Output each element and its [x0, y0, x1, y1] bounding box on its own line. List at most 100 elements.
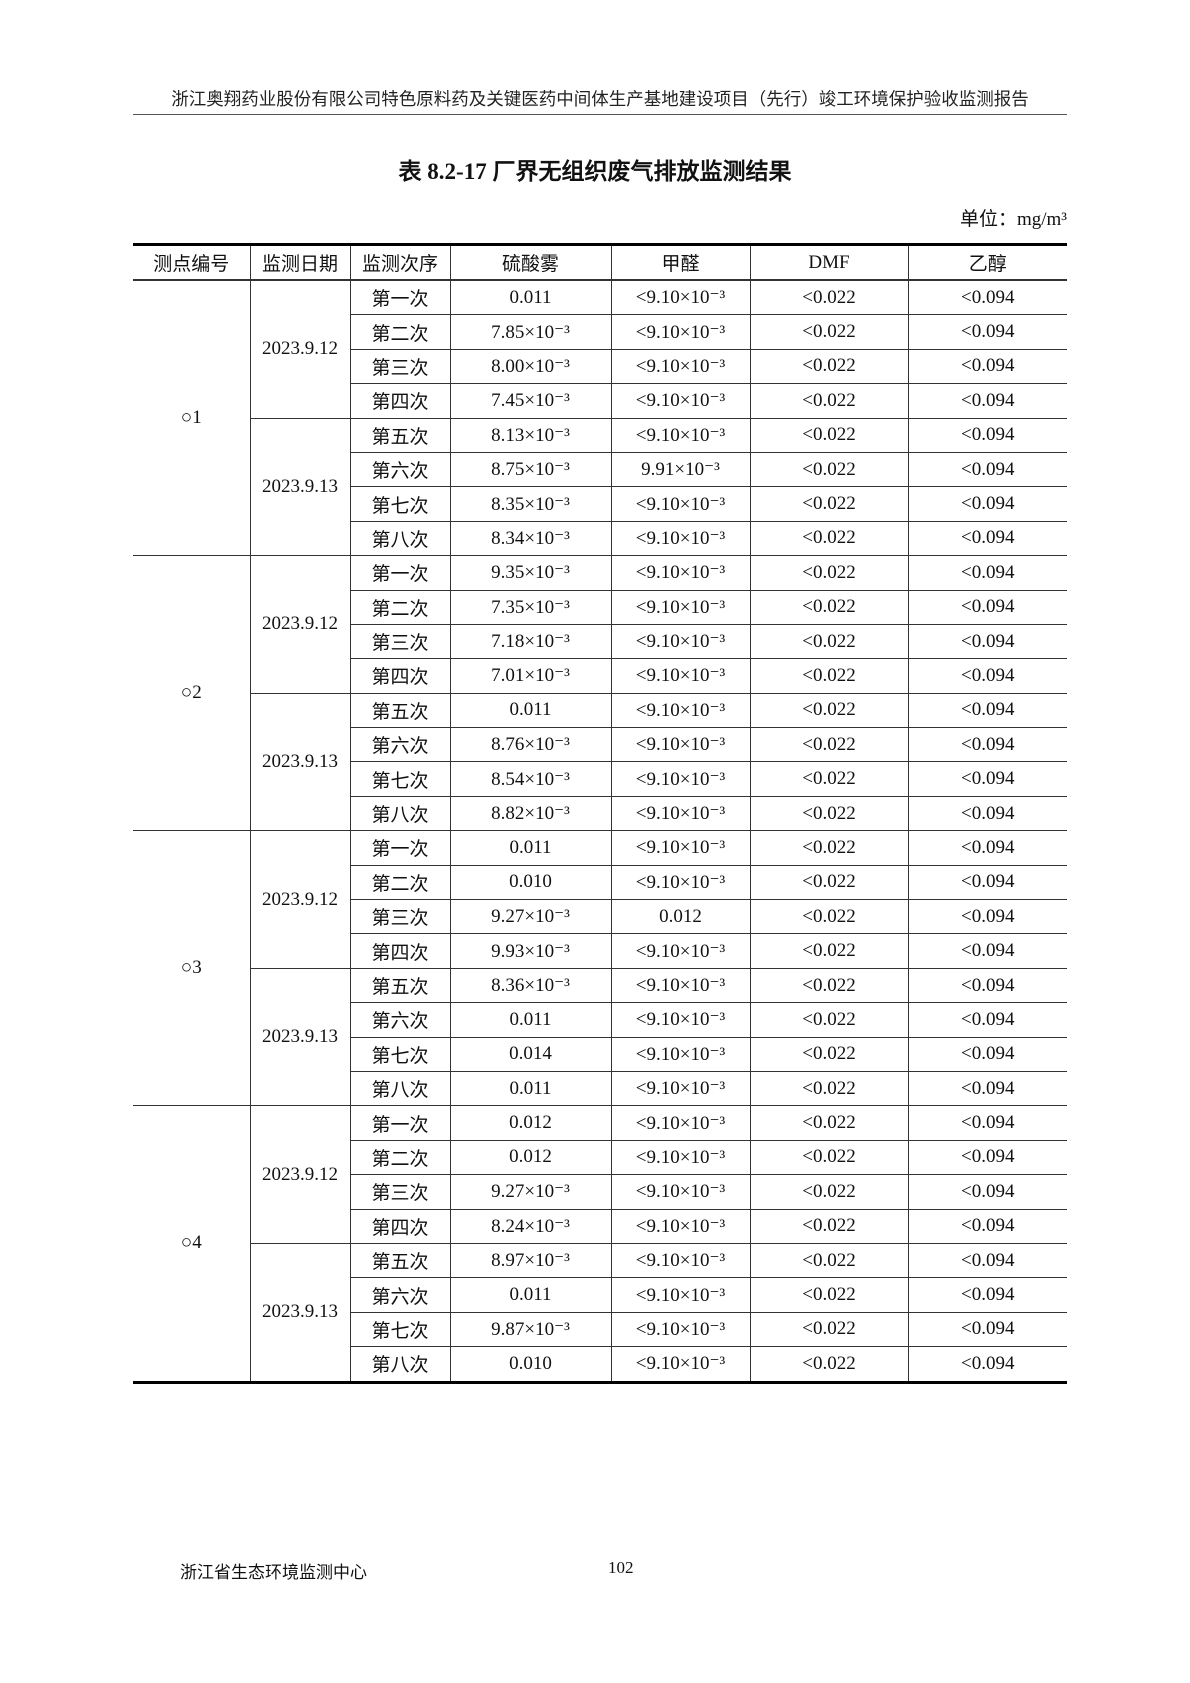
- sequence-cell: 第五次: [349, 417, 451, 453]
- sulfuric-acid-mist-cell: 0.010: [449, 864, 612, 901]
- formaldehyde-cell: <9.10×10⁻³: [610, 864, 751, 901]
- ethanol-cell: <0.094: [907, 967, 1067, 1004]
- ethanol-cell: <0.094: [907, 761, 1067, 797]
- sulfuric-acid-mist-cell: 0.010: [449, 1346, 612, 1383]
- date-cell: 2023.9.13: [250, 1242, 351, 1383]
- table-row: 第二次 0.012 <9.10×10⁻³ <0.022 <0.094: [133, 1139, 1067, 1176]
- table-row: ○4 2023.9.12 第一次 0.012 <9.10×10⁻³ <0.022 <0.09…: [133, 1105, 1067, 1383]
- unit-label: 单位：mg/m³: [959, 209, 1067, 230]
- table-row: 第三次 9.27×10⁻³ 0.012 <0.022 <0.094: [133, 899, 1067, 935]
- sequence-cell: 第七次: [350, 1036, 451, 1072]
- ethanol-cell: <0.094: [907, 1277, 1067, 1313]
- sequence-cell: 第三次: [350, 623, 451, 660]
- column-header: 监测次序: [349, 244, 451, 281]
- sequence-cell: 第五次: [349, 967, 451, 1004]
- sequence-cell: 第六次: [350, 727, 451, 763]
- sulfuric-acid-mist-cell: 8.82×10⁻³: [449, 795, 612, 832]
- ethanol-cell: <0.094: [907, 623, 1067, 660]
- formaldehyde-cell: <9.10×10⁻³: [610, 417, 751, 453]
- sulfuric-acid-mist-cell: 0.011: [449, 279, 612, 316]
- site-id-cell: ○4: [133, 1105, 251, 1383]
- running-header: 浙江奥翔药业股份有限公司特色原料药及关键医药中间体生产基地建设项目（先行）竣工环…: [171, 89, 1029, 109]
- sulfuric-acid-mist-cell: 0.011: [449, 1070, 612, 1107]
- column-header: 监测日期: [249, 244, 351, 281]
- sulfuric-acid-mist-cell: 7.01×10⁻³: [449, 658, 612, 694]
- formaldehyde-cell: <9.10×10⁻³: [610, 761, 751, 797]
- ethanol-cell: <0.094: [907, 1036, 1067, 1072]
- formaldehyde-cell: <9.10×10⁻³: [610, 1105, 751, 1141]
- sulfuric-acid-mist-cell: 0.012: [449, 1139, 612, 1176]
- site-id-cell: ○3: [133, 830, 251, 1107]
- dmf-cell: <0.022: [749, 692, 909, 729]
- formaldehyde-cell: <9.10×10⁻³: [610, 279, 751, 316]
- dmf-cell: <0.022: [749, 1105, 909, 1141]
- sequence-cell: 第二次: [350, 589, 451, 625]
- sequence-cell: 第三次: [350, 348, 451, 385]
- sulfuric-acid-mist-cell: 0.011: [449, 1002, 612, 1038]
- table-row: 第八次 8.82×10⁻³ <9.10×10⁻³ <0.022 <0.094: [133, 795, 1067, 832]
- formaldehyde-cell: 9.91×10⁻³: [610, 451, 751, 488]
- dmf-cell: <0.022: [749, 589, 909, 625]
- ethanol-cell: <0.094: [907, 727, 1067, 763]
- dmf-cell: <0.022: [749, 1242, 909, 1279]
- formaldehyde-cell: <9.10×10⁻³: [610, 1002, 751, 1038]
- dmf-cell: <0.022: [749, 761, 909, 797]
- ethanol-cell: <0.094: [907, 1242, 1067, 1279]
- ethanol-cell: <0.094: [907, 417, 1067, 453]
- ethanol-cell: <0.094: [907, 314, 1067, 350]
- formaldehyde-cell: <9.10×10⁻³: [610, 933, 751, 969]
- dmf-cell: <0.022: [749, 1174, 909, 1210]
- dmf-cell: <0.022: [749, 727, 909, 763]
- sequence-cell: 第六次: [350, 1002, 451, 1038]
- sulfuric-acid-mist-cell: 0.012: [449, 1105, 612, 1141]
- sequence-cell: 第六次: [350, 1277, 451, 1313]
- sulfuric-acid-mist-cell: 9.87×10⁻³: [449, 1311, 612, 1348]
- dmf-cell: <0.022: [749, 348, 909, 385]
- table-title: 表 8.2-17 厂界无组织废气排放监测结果: [398, 159, 792, 184]
- formaldehyde-cell: <9.10×10⁻³: [610, 1208, 751, 1244]
- sequence-cell: 第七次: [350, 1311, 451, 1348]
- date-cell: 2023.9.13: [250, 692, 351, 832]
- dmf-cell: <0.022: [749, 830, 909, 866]
- ethanol-cell: <0.094: [907, 1105, 1067, 1141]
- dmf-cell: <0.022: [749, 623, 909, 660]
- sulfuric-acid-mist-cell: 8.54×10⁻³: [449, 761, 612, 797]
- table-row: 第四次 7.45×10⁻³ <9.10×10⁻³ <0.022 <0.094: [133, 383, 1067, 419]
- date-cell: 2023.9.12: [249, 555, 351, 694]
- sequence-cell: 第一次: [349, 830, 451, 866]
- sulfuric-acid-mist-cell: 7.45×10⁻³: [449, 383, 612, 419]
- sequence-cell: 第四次: [350, 933, 451, 969]
- sequence-cell: 第二次: [350, 864, 451, 901]
- sulfuric-acid-mist-cell: 0.011: [449, 830, 612, 866]
- table-row: ○3 2023.9.12 第一次 0.011 <9.10×10⁻³ <0.022 <0.09…: [133, 830, 1067, 1107]
- table-row: 第二次 0.010 <9.10×10⁻³ <0.022 <0.094: [133, 864, 1067, 901]
- ethanol-cell: <0.094: [907, 589, 1067, 625]
- formaldehyde-cell: <9.10×10⁻³: [610, 314, 751, 350]
- sequence-cell: 第二次: [350, 314, 451, 350]
- table-row: 2023.9.13 第五次 8.97×10⁻³ <9.10×10⁻³ <0.022 <0.…: [133, 1242, 1067, 1383]
- sequence-cell: 第四次: [350, 383, 451, 419]
- ethanol-cell: <0.094: [907, 1070, 1067, 1107]
- dmf-cell: <0.022: [749, 555, 909, 591]
- dmf-cell: <0.022: [749, 933, 909, 969]
- table-row: 第四次 8.24×10⁻³ <9.10×10⁻³ <0.022 <0.094: [133, 1208, 1067, 1244]
- ethanol-cell: <0.094: [907, 555, 1067, 591]
- sulfuric-acid-mist-cell: 8.36×10⁻³: [449, 967, 612, 1004]
- sequence-cell: 第五次: [349, 1242, 451, 1279]
- column-header: 硫酸雾: [449, 244, 612, 281]
- formaldehyde-cell: <9.10×10⁻³: [610, 383, 751, 419]
- dmf-cell: <0.022: [749, 1036, 909, 1072]
- sulfuric-acid-mist-cell: 0.011: [449, 1277, 612, 1313]
- date-cell: 2023.9.12: [249, 279, 351, 419]
- ethanol-cell: <0.094: [907, 692, 1067, 729]
- table-row: 第六次 8.76×10⁻³ <9.10×10⁻³ <0.022 <0.094: [133, 727, 1067, 763]
- page-number: 102: [608, 1558, 634, 1577]
- dmf-cell: <0.022: [749, 383, 909, 419]
- sulfuric-acid-mist-cell: 7.35×10⁻³: [449, 589, 612, 625]
- dmf-cell: <0.022: [749, 1002, 909, 1038]
- date-cell: 2023.9.12: [249, 1105, 351, 1244]
- dmf-cell: <0.022: [749, 520, 909, 557]
- sequence-cell: 第七次: [350, 486, 451, 522]
- sulfuric-acid-mist-cell: 7.18×10⁻³: [449, 623, 612, 660]
- formaldehyde-cell: <9.10×10⁻³: [610, 348, 751, 385]
